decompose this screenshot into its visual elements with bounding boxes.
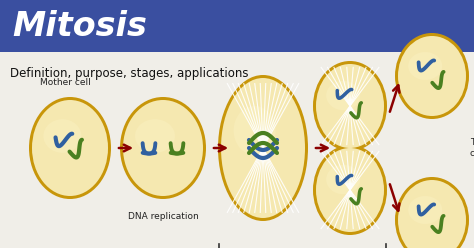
- Ellipse shape: [313, 61, 387, 151]
- Text: Mitosis: Mitosis: [12, 9, 147, 42]
- Ellipse shape: [316, 64, 384, 148]
- Ellipse shape: [395, 177, 469, 248]
- Ellipse shape: [408, 196, 442, 224]
- Text: Two daughter
cells: Two daughter cells: [470, 138, 474, 158]
- Ellipse shape: [135, 119, 175, 153]
- Ellipse shape: [234, 106, 275, 155]
- Ellipse shape: [29, 97, 111, 199]
- Ellipse shape: [44, 119, 82, 153]
- Bar: [0, 0, 474, 52]
- Ellipse shape: [313, 145, 387, 235]
- Text: Definition, purpose, stages, applications: Definition, purpose, stages, application…: [10, 67, 248, 80]
- Ellipse shape: [326, 81, 360, 110]
- Ellipse shape: [120, 97, 206, 199]
- Ellipse shape: [32, 100, 108, 196]
- Text: DNA replication: DNA replication: [128, 212, 199, 221]
- Text: Mother cell: Mother cell: [40, 78, 91, 87]
- Ellipse shape: [398, 36, 466, 116]
- Ellipse shape: [408, 52, 442, 80]
- Ellipse shape: [395, 33, 469, 119]
- Ellipse shape: [326, 165, 360, 194]
- Ellipse shape: [221, 78, 305, 218]
- Ellipse shape: [398, 180, 466, 248]
- Ellipse shape: [316, 148, 384, 232]
- Ellipse shape: [218, 75, 308, 221]
- Ellipse shape: [123, 100, 203, 196]
